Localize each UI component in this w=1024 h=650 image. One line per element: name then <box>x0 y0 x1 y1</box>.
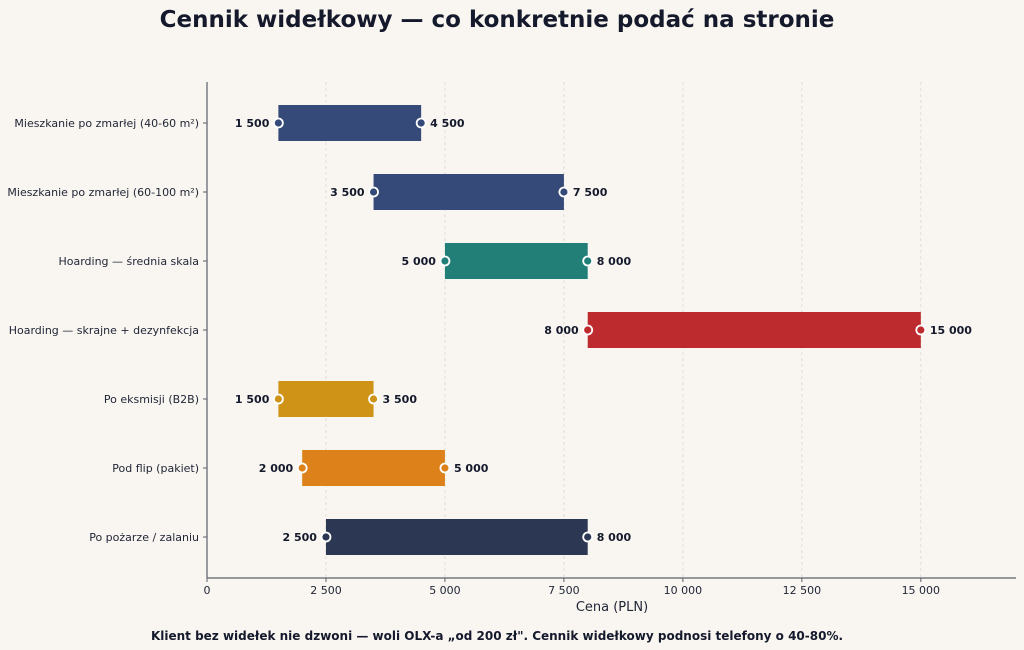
x-tick-label: 10 000 <box>664 584 703 597</box>
max-value-label: 5 000 <box>454 462 489 475</box>
min-value-label: 1 500 <box>235 393 270 406</box>
max-value-label: 8 000 <box>597 531 632 544</box>
range-bar-4 <box>278 381 374 417</box>
min-marker-2 <box>439 255 451 267</box>
chart-title: Cennik widełkowy — co konkretnie podać n… <box>160 7 835 33</box>
max-marker-4 <box>368 393 379 405</box>
min-marker-4 <box>272 393 284 405</box>
x-tick-label: 5 000 <box>429 584 461 597</box>
max-marker-0 <box>415 117 427 129</box>
range-bar-0 <box>278 105 422 141</box>
min-value-label: 5 000 <box>401 255 436 268</box>
min-marker-3 <box>582 324 594 336</box>
max-value-label: 15 000 <box>930 324 972 337</box>
min-value-label: 1 500 <box>235 117 270 130</box>
min-value-label: 2 500 <box>283 531 318 544</box>
category-label: Mieszkanie po zmarłej (60-100 m²) <box>7 186 199 199</box>
max-value-label: 3 500 <box>383 393 418 406</box>
min-marker-0 <box>272 117 284 129</box>
min-value-label: 2 000 <box>259 462 294 475</box>
min-value-label: 8 000 <box>544 324 579 337</box>
max-marker-3 <box>915 324 927 336</box>
category-label: Po eksmisji (B2B) <box>104 393 199 406</box>
max-value-label: 4 500 <box>430 117 465 130</box>
x-tick-label: 2 500 <box>310 584 342 597</box>
max-marker-5 <box>439 462 451 474</box>
range-bar-6 <box>325 519 588 555</box>
footnote: Klient bez widełek nie dzwoni — woli OLX… <box>151 629 843 643</box>
labels: 0 2 500 5 000 7 500 10 000 12 500 15 000 Mieszk… <box>7 117 972 597</box>
max-marker-2 <box>582 255 594 267</box>
x-tick-label: 0 <box>204 584 211 597</box>
min-marker-1 <box>368 186 379 198</box>
max-value-label: 8 000 <box>597 255 632 268</box>
x-tick-label: 15 000 <box>902 584 941 597</box>
category-label: Po pożarze / zalaniu <box>89 531 199 544</box>
range-bars <box>272 105 927 555</box>
range-bar-1 <box>373 174 564 210</box>
category-label: Hoarding — średnia skala <box>58 255 199 268</box>
min-marker-5 <box>296 462 308 474</box>
max-marker-6 <box>582 531 594 543</box>
max-marker-1 <box>558 186 570 198</box>
range-bar-5 <box>302 450 445 486</box>
min-marker-6 <box>320 531 332 543</box>
x-axis-title: Cena (PLN) <box>576 600 648 615</box>
category-label: Hoarding — skrajne + dezynfekcja <box>9 324 199 337</box>
min-value-label: 3 500 <box>330 186 365 199</box>
range-bar-2 <box>444 243 588 279</box>
category-label: Mieszkanie po zmarłej (40-60 m²) <box>14 117 199 130</box>
range-bar-3 <box>587 312 921 348</box>
x-tick-label: 7 500 <box>548 584 580 597</box>
category-label: Pod flip (pakiet) <box>112 462 199 475</box>
axes <box>203 82 1016 582</box>
max-value-label: 7 500 <box>573 186 608 199</box>
x-tick-label: 12 500 <box>783 584 822 597</box>
